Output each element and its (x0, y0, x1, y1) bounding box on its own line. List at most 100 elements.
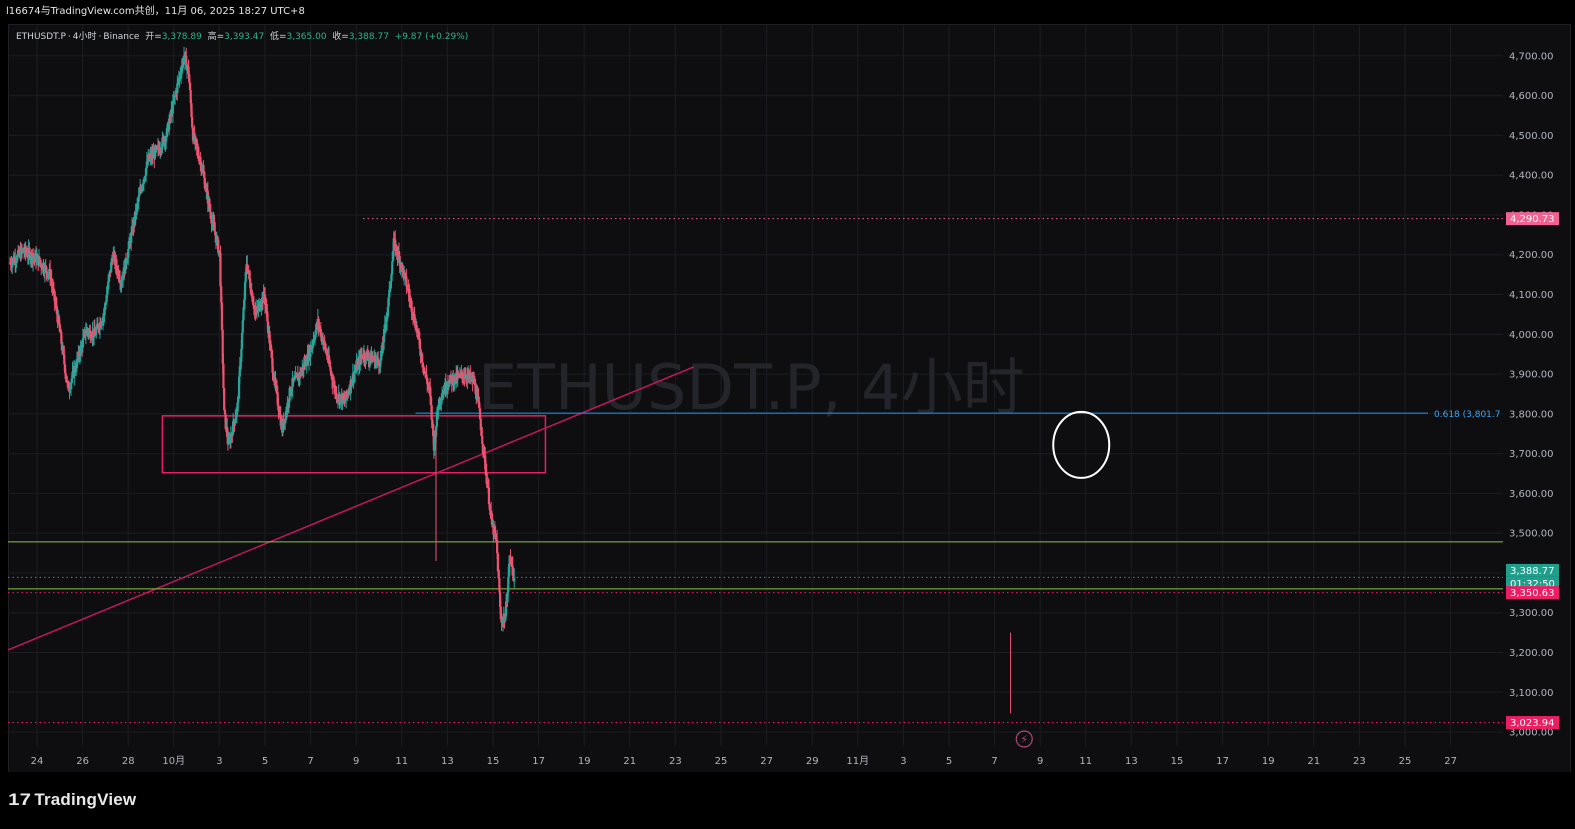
candle-body (144, 175, 147, 178)
candle-body (266, 321, 270, 334)
candle-body (113, 254, 116, 265)
candle-body (174, 91, 177, 95)
candle-body (44, 265, 47, 267)
candle-body (388, 288, 392, 290)
candle-body (476, 394, 479, 397)
candle-body (286, 402, 289, 411)
candle-body (11, 261, 14, 267)
candle-body (107, 277, 111, 282)
candle-body (46, 274, 50, 276)
price-axis-tick: 3,900.00 (1509, 370, 1554, 381)
candle-body (506, 591, 509, 603)
candlestick-chart[interactable]: ETHUSDT.P, 4小时 0.618 (3,801.7 ⚡ 3,000.00 3,1… (8, 24, 1569, 772)
candle-body (279, 414, 282, 426)
candle-body (25, 252, 28, 254)
candle-body (35, 256, 38, 263)
hand-drawn-circle (1052, 410, 1111, 479)
candle-body (187, 66, 190, 75)
candle-body (363, 353, 366, 360)
candle-body (9, 262, 12, 265)
candle-body (318, 326, 321, 328)
candle-body (439, 401, 442, 403)
candle-body (379, 359, 382, 368)
candle-body (223, 409, 227, 415)
candle-body (103, 307, 106, 315)
candle-body (276, 392, 279, 406)
candle-body (69, 382, 73, 389)
chart-panel[interactable] (8, 24, 1571, 774)
candle-body (132, 220, 135, 232)
candle-body (442, 391, 445, 395)
time-axis-tick: 24 (31, 756, 44, 767)
candle-body (486, 483, 489, 487)
candle-body (382, 342, 385, 347)
candle-body (139, 188, 142, 190)
candle-body (159, 150, 163, 152)
candle-body (398, 256, 401, 266)
candle-body (125, 261, 128, 264)
candle-body (110, 262, 113, 273)
candle-body (138, 193, 141, 196)
time-axis: 24 26 28 10月 3 5 7 9 11 13 15 17 19 21 23 25 27 29 11月 3 5 7 9… (31, 755, 1457, 767)
candle-body (243, 299, 246, 308)
candle-body (210, 218, 213, 224)
candle-body (133, 211, 137, 224)
candle-body (124, 258, 128, 264)
candle-body (100, 323, 103, 326)
candle-body (512, 573, 515, 577)
candle-body (96, 324, 99, 326)
candle-body (500, 619, 503, 622)
candle-body (239, 362, 242, 367)
tradingview-logo[interactable]: 17 TradingView (8, 790, 136, 810)
footer-bar (0, 772, 1575, 829)
trend-line (8, 366, 694, 651)
candle-body (290, 389, 293, 394)
time-axis-tick: 25 (715, 756, 728, 767)
candle-body (452, 376, 455, 385)
candle-body (323, 340, 326, 345)
candle-body (405, 276, 408, 287)
candle-body (214, 231, 217, 236)
candle-body (330, 371, 333, 374)
time-axis-tick: 11 (395, 756, 408, 767)
candle-body (489, 509, 492, 511)
candle-body (293, 378, 296, 380)
price-badge (1506, 586, 1559, 600)
candle-body (328, 363, 331, 367)
candle-body (194, 137, 198, 142)
candle-body (495, 535, 498, 540)
candle-body (51, 283, 54, 289)
candle-body (28, 248, 31, 252)
candle-body (185, 55, 188, 70)
candle-body (274, 377, 277, 386)
candle-body (108, 271, 111, 278)
candle-body (229, 435, 232, 443)
candle-body (67, 385, 70, 391)
price-badge-label: 3,388.77 (1510, 566, 1555, 577)
candle-body (226, 436, 230, 444)
time-axis-tick: 23 (669, 756, 682, 767)
candle-body (325, 351, 328, 356)
candle-body (359, 355, 362, 366)
candle-body (22, 249, 25, 252)
candle-body (139, 188, 142, 194)
candle-body (208, 207, 212, 212)
candle-body (473, 382, 476, 384)
candle-body (388, 289, 391, 298)
time-axis-tick: 23 (1353, 756, 1366, 767)
candle-body (95, 324, 99, 330)
candle-body (137, 195, 140, 202)
candle-body (484, 469, 488, 473)
candle-body (31, 257, 35, 262)
candle-body (319, 327, 322, 330)
price-axis-tick: 3,700.00 (1509, 449, 1554, 460)
candle-body (312, 339, 315, 344)
candle-body (302, 363, 305, 371)
legend-interval[interactable]: 4小时 (72, 32, 97, 42)
candle-body (112, 254, 115, 261)
candle-body (249, 287, 253, 294)
candle-body (380, 345, 383, 356)
candle-body (70, 378, 73, 383)
price-badge-label: 4,290.73 (1510, 214, 1555, 225)
legend-symbol[interactable]: ETHUSDT.P (16, 32, 66, 42)
